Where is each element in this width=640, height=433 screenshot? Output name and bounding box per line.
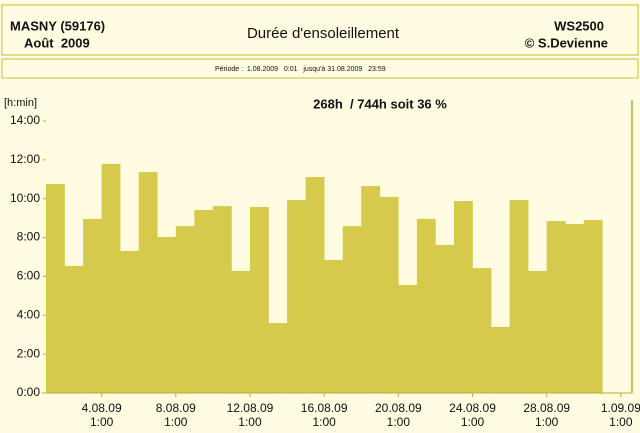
bar [435, 244, 455, 393]
bar [268, 323, 288, 393]
y-tick-label: 12:00 [10, 152, 40, 166]
y-tick-label: 0:00 [17, 385, 41, 399]
x-tick-label: 16.08.09 1:00 [300, 401, 348, 429]
header-box [1, 4, 639, 56]
author: © S.Devienne [525, 35, 608, 50]
bar [546, 221, 566, 393]
y-tick-label: 2:00 [17, 346, 41, 360]
x-tick-label: 24.08.09 1:00 [449, 401, 496, 429]
bar [46, 183, 65, 393]
bar [324, 259, 344, 393]
month: Août 2009 [24, 35, 90, 50]
bar [120, 250, 140, 393]
bar [416, 218, 436, 393]
y-tick-label: 14:00 [10, 113, 40, 127]
bar [138, 172, 158, 393]
bar [64, 265, 84, 393]
period-box [1, 58, 639, 79]
y-tick-label: 6:00 [17, 269, 41, 283]
x-tick-label: 20.08.09 1:00 [374, 401, 422, 429]
bar [472, 268, 492, 393]
x-tick-label: 4.08.09 1:00 [81, 401, 122, 429]
bar [83, 218, 102, 393]
bar [287, 200, 306, 393]
bar [491, 326, 510, 393]
y-axis-label: [h:min] [4, 97, 37, 109]
bar [398, 284, 418, 393]
bar [175, 226, 195, 393]
x-tick-label: 28.08.09 1:00 [523, 401, 571, 429]
bar [249, 207, 269, 393]
x-tick-label: 12.08.09 1:00 [226, 401, 274, 429]
x-tick-label: 8.08.09 1:00 [155, 401, 196, 429]
y-tick-label: 10:00 [10, 191, 40, 205]
bar [194, 209, 214, 393]
bar [453, 201, 473, 393]
x-tick-label: 1.09.09 1:00 [600, 401, 640, 429]
chart-title: Durée d'ensoleillement [247, 25, 400, 42]
bar [212, 206, 232, 393]
bar [361, 186, 381, 393]
bar [379, 196, 399, 393]
bar [305, 176, 325, 393]
bar [157, 236, 177, 393]
y-tick-label: 4:00 [17, 307, 41, 321]
bar [528, 270, 547, 393]
bar [509, 200, 529, 393]
bar [231, 270, 251, 393]
bar [565, 223, 585, 393]
device: WS2500 [554, 18, 604, 33]
bar [583, 220, 603, 393]
bar [101, 163, 121, 393]
bar [342, 226, 362, 393]
annotation: 268h / 744h soit 36 % [313, 96, 447, 111]
y-tick-label: 8:00 [17, 230, 41, 244]
period: Période : 1.08.2009 0:01 jusqu'à 31.08.2… [215, 66, 386, 73]
station: MASNY (59176) [10, 18, 105, 33]
